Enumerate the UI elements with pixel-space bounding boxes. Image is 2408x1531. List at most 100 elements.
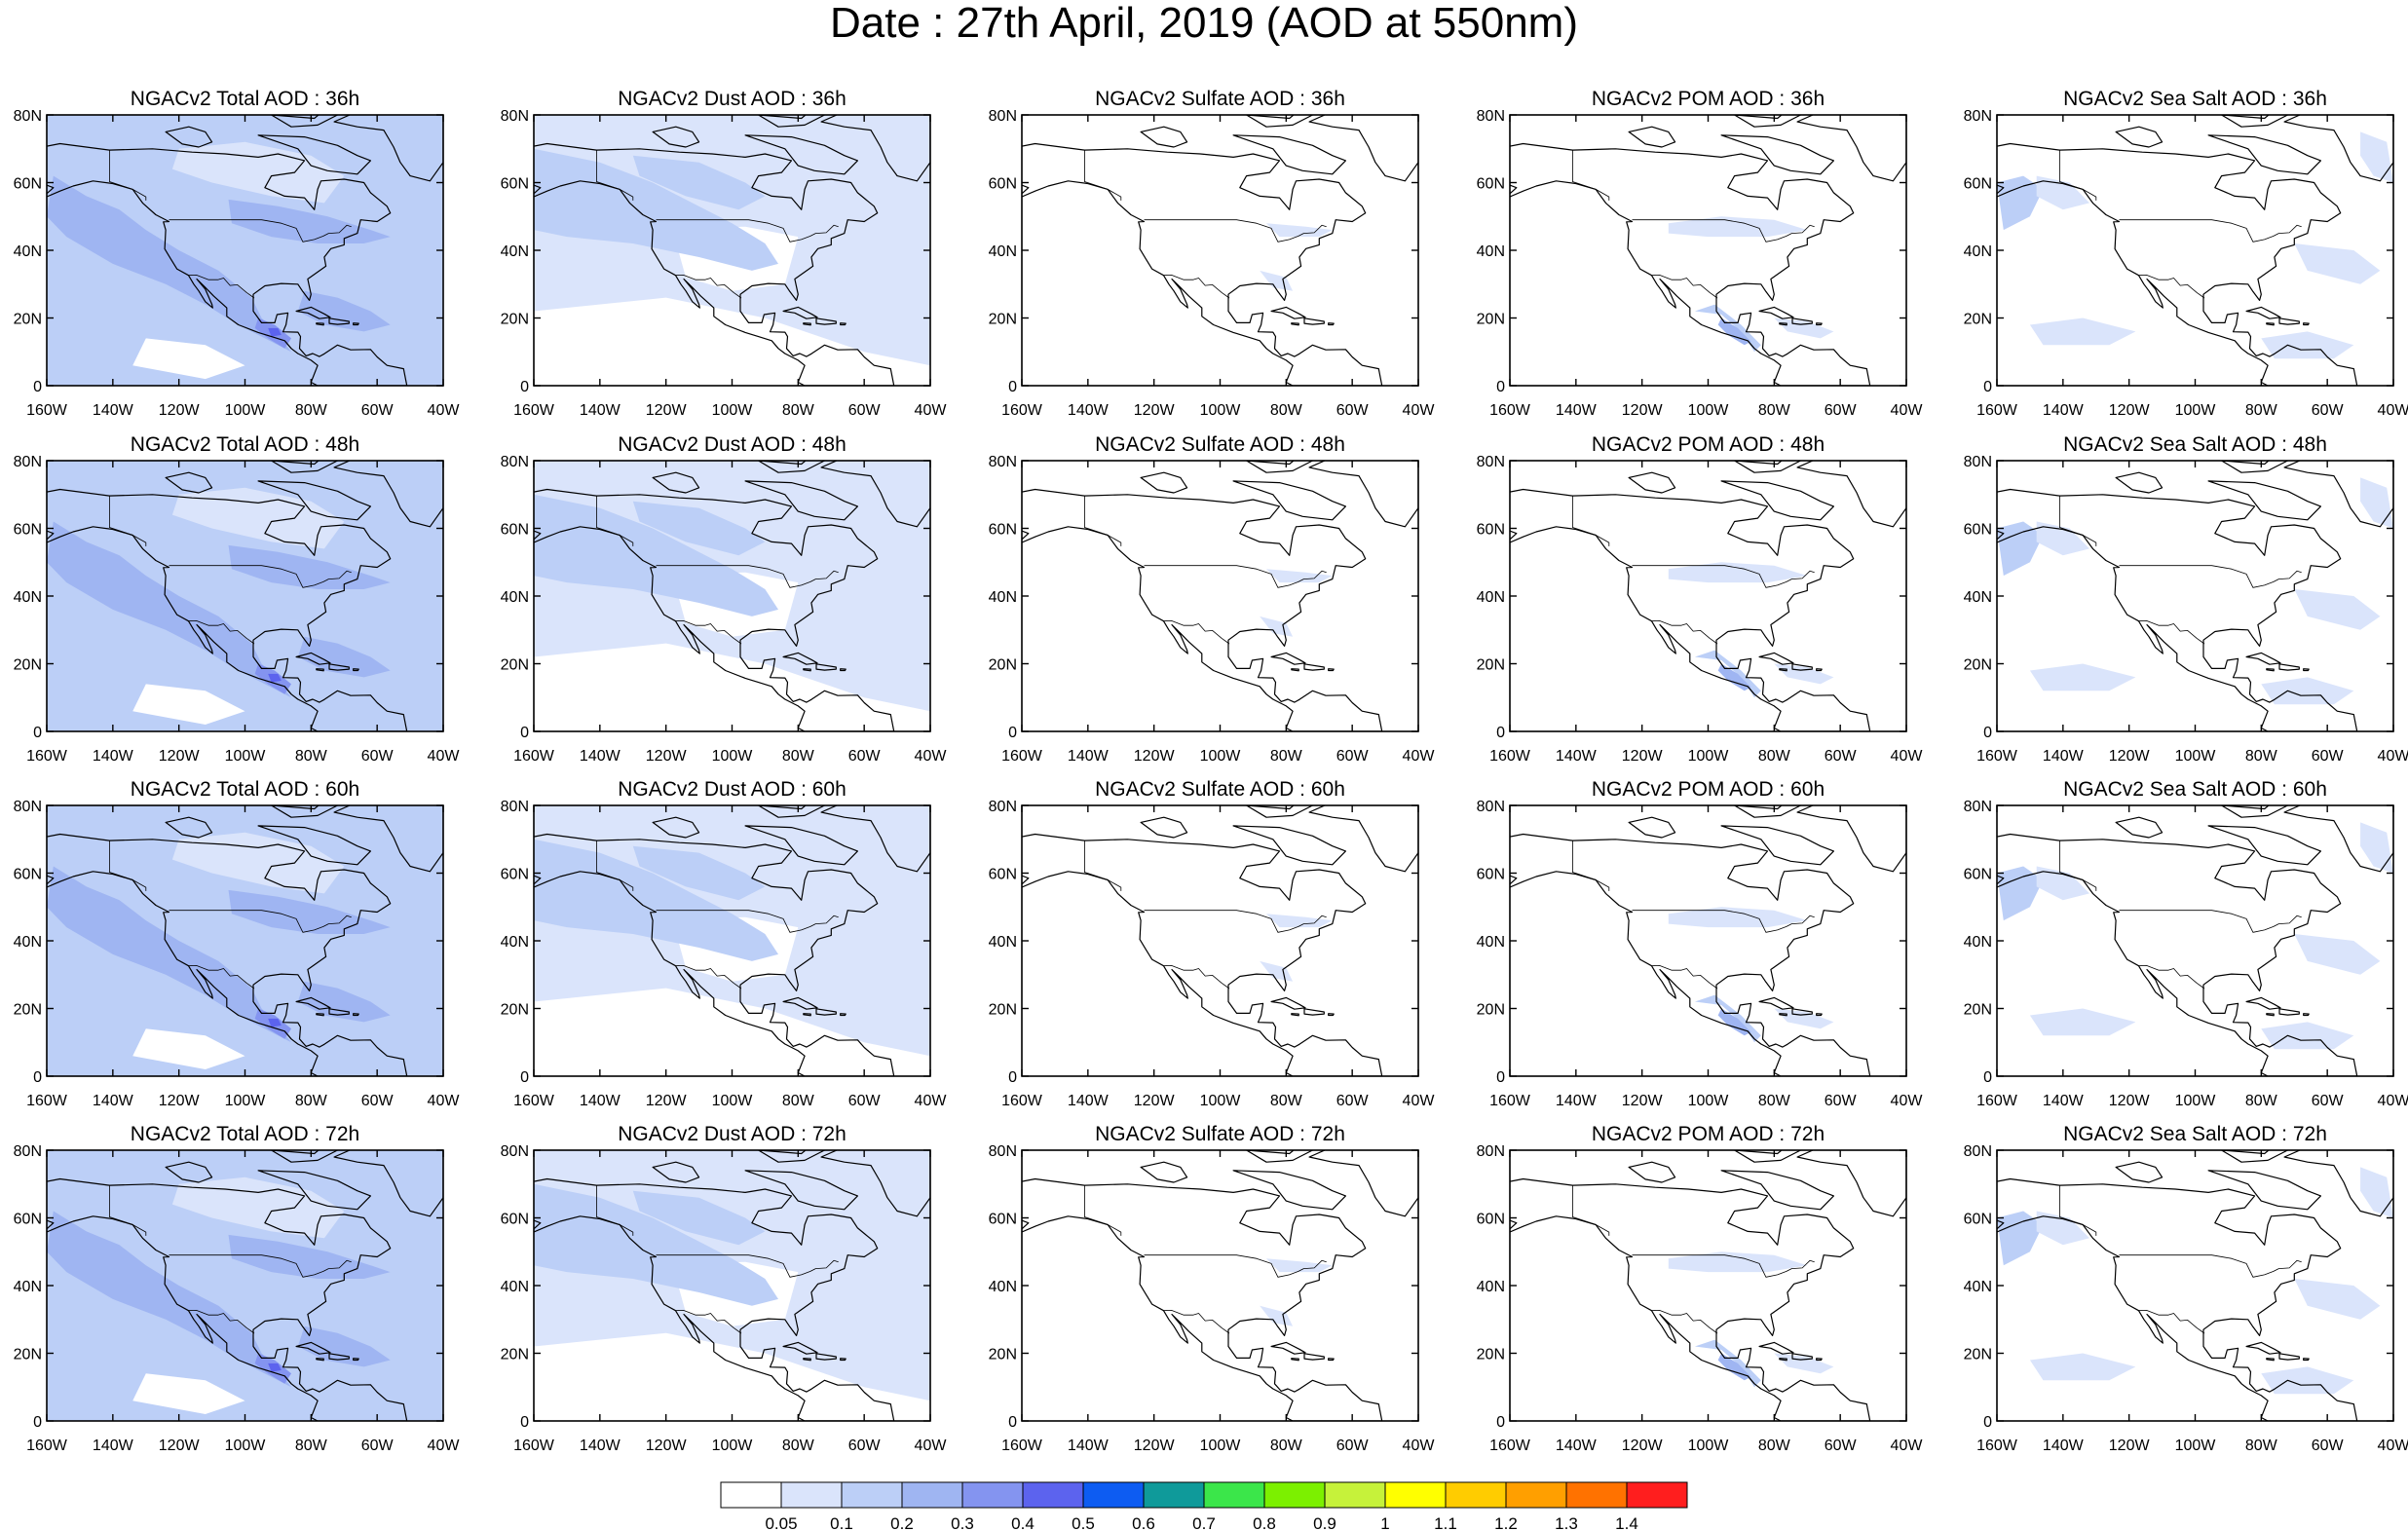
- aod-plume: [1774, 663, 1834, 685]
- x-tick-label: 140W: [1068, 1438, 1110, 1454]
- country-border: [109, 840, 147, 891]
- country-border: [596, 496, 634, 546]
- island-coastline: [1791, 317, 1813, 325]
- island-coastline: [1758, 652, 1794, 665]
- aod-field: [1022, 805, 1418, 1076]
- island-coastline: [744, 134, 859, 175]
- land-low-aod: [171, 1176, 345, 1239]
- aod-field: [1510, 805, 1906, 1076]
- y-tick-label: 20N: [1964, 657, 1992, 674]
- x-tick-label: 100W: [225, 1093, 267, 1109]
- island-coastline: [1140, 1161, 1188, 1183]
- island-coastline: [1791, 663, 1813, 671]
- aod-plume: [228, 1234, 391, 1279]
- aod-plume: [1266, 1258, 1333, 1273]
- aod-plume: [632, 155, 766, 210]
- colorbar-label: 0.6: [1132, 1514, 1155, 1531]
- island-coastline: [652, 1161, 700, 1183]
- island-coastline: [1245, 1150, 1316, 1163]
- y-tick-label: 80N: [989, 799, 1017, 815]
- colorbar-label: 1: [1380, 1514, 1389, 1531]
- aod-plume: [2261, 1366, 2354, 1395]
- x-tick-label: 60W: [848, 748, 882, 765]
- y-tick-label: 60N: [1964, 867, 1992, 883]
- x-tick-label: 40W: [1891, 402, 1924, 419]
- x-tick-label: 80W: [295, 748, 328, 765]
- y-tick-label: 60N: [1477, 522, 1505, 539]
- x-tick-label: 80W: [1758, 1438, 1791, 1454]
- island-coastline: [2278, 663, 2300, 671]
- x-tick-label: 160W: [1976, 402, 2018, 419]
- island-coastline: [1628, 126, 1676, 148]
- y-tick-label: 80N: [1964, 1143, 1992, 1160]
- aod-plume: [1694, 994, 1761, 1043]
- y-tick-label: 80N: [501, 454, 529, 470]
- map-panel-pom-48h: 160W 140W 120W 100W 80W 60W 40W 80N 60N 40N 20N 0 NG…: [1477, 433, 1924, 765]
- aod-field: [1510, 461, 1906, 731]
- colorbar-label: 0.2: [890, 1514, 914, 1531]
- x-tick-label: 100W: [225, 748, 267, 765]
- y-tick-label: 80N: [501, 1143, 529, 1160]
- x-tick-label: 40W: [2378, 748, 2408, 765]
- x-tick-label: 140W: [2043, 748, 2085, 765]
- y-tick-label: 40N: [1964, 589, 1992, 606]
- island-coastline: [2245, 306, 2281, 319]
- island-coastline: [2207, 1170, 2321, 1211]
- x-tick-label: 80W: [1758, 1093, 1791, 1109]
- aod-plume: [268, 1018, 282, 1027]
- aod-plume: [2261, 677, 2354, 705]
- aod-plume: [1717, 317, 1751, 346]
- x-tick-label: 100W: [712, 402, 754, 419]
- y-tick-label: 20N: [989, 1002, 1017, 1019]
- aod-field: [47, 805, 443, 1076]
- aod-plume: [268, 673, 282, 683]
- island-coastline: [803, 668, 811, 672]
- x-tick-label: 60W: [1336, 1093, 1370, 1109]
- clean-air-patch: [534, 1332, 930, 1421]
- y-tick-label: 20N: [14, 657, 42, 674]
- island-coastline: [803, 1358, 811, 1362]
- island-coastline: [353, 668, 359, 672]
- y-tick-label: 80N: [989, 108, 1017, 125]
- x-tick-label: 100W: [1688, 748, 1730, 765]
- y-tick-label: 80N: [14, 454, 42, 470]
- x-tick-label: 140W: [1556, 1438, 1598, 1454]
- island-coastline: [165, 126, 213, 148]
- x-tick-label: 160W: [1001, 1438, 1043, 1454]
- aod-plume: [534, 839, 778, 961]
- y-tick-label: 60N: [501, 1212, 529, 1228]
- y-tick-label: 0: [1496, 1069, 1505, 1086]
- coastlines: [1510, 805, 1906, 1076]
- x-tick-label: 100W: [712, 748, 754, 765]
- aod-plume: [2036, 1211, 2089, 1246]
- map-panel-sulfate-48h: 160W 140W 120W 100W 80W 60W 40W 80N 60N 40N 20N 0 NG…: [989, 433, 1436, 765]
- y-tick-label: 40N: [989, 1279, 1017, 1295]
- island-coastline: [1628, 471, 1676, 494]
- y-tick-label: 40N: [1477, 934, 1505, 951]
- aod-plume: [228, 199, 391, 243]
- x-tick-label: 120W: [1134, 402, 1176, 419]
- x-tick-label: 100W: [1200, 1093, 1242, 1109]
- panel-title: NGACv2 Total AOD : 60h: [131, 778, 359, 801]
- island-coastline: [1779, 1013, 1787, 1017]
- x-tick-label: 100W: [712, 1093, 754, 1109]
- y-tick-label: 80N: [14, 799, 42, 815]
- island-coastline: [1232, 134, 1347, 175]
- x-tick-label: 160W: [26, 748, 68, 765]
- y-tick-label: 0: [33, 1414, 42, 1431]
- aod-plume: [2360, 1167, 2393, 1218]
- map-panel-dust-72h: 160W 140W 120W 100W 80W 60W 40W 80N 60N 40N 20N 0 NG…: [501, 1123, 948, 1454]
- panel-title: NGACv2 POM AOD : 36h: [1592, 88, 1825, 110]
- island-coastline: [2266, 668, 2275, 672]
- island-coastline: [1758, 996, 1794, 1010]
- coastlines: [534, 1150, 930, 1421]
- x-tick-label: 120W: [1622, 1093, 1664, 1109]
- greenland-coastline: [1796, 461, 1906, 528]
- x-tick-label: 160W: [513, 402, 555, 419]
- coastlines: [47, 115, 443, 386]
- x-tick-label: 40W: [1403, 748, 1436, 765]
- colorbar-label: 0.1: [830, 1514, 853, 1531]
- coastlines: [1510, 461, 1906, 731]
- north-america-coastline: [534, 142, 895, 386]
